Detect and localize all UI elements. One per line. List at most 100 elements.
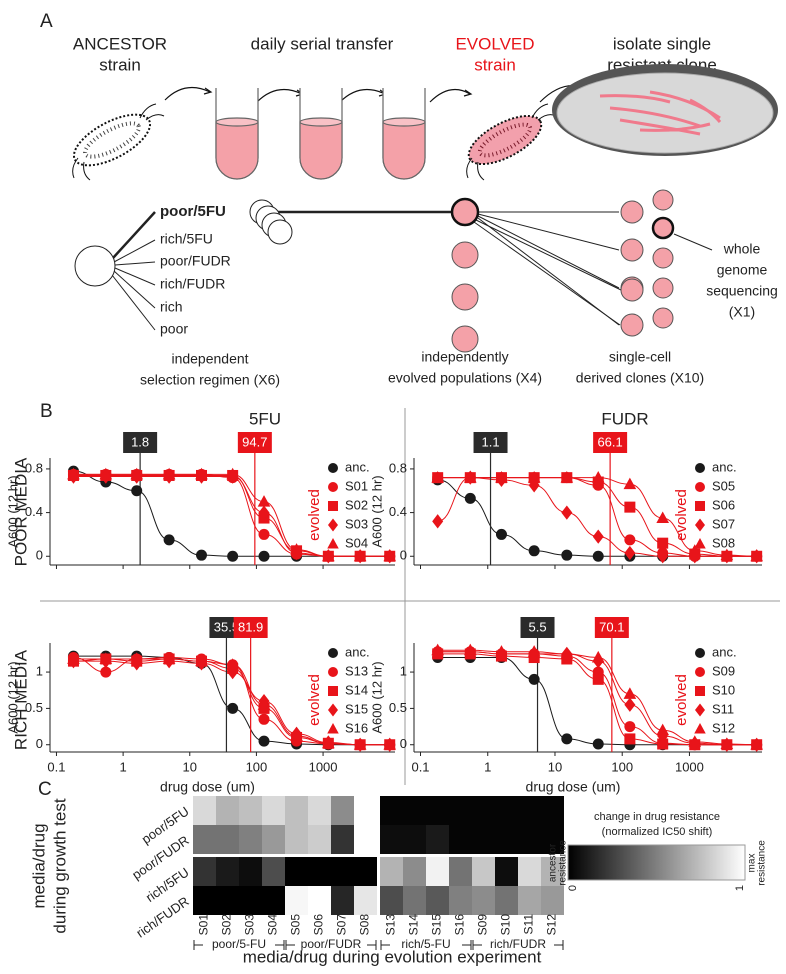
panel-label: A — [40, 11, 53, 32]
caption: derived clones (X10) — [576, 370, 704, 386]
ic50-label: 1.1 — [481, 434, 499, 449]
marker — [560, 647, 574, 659]
ancestor-node — [74, 245, 116, 287]
legend-note: evolved — [673, 674, 690, 726]
curve — [73, 476, 390, 557]
column-label: S12 — [545, 914, 559, 936]
marker — [290, 729, 303, 741]
column-label: S03 — [243, 914, 257, 936]
marker — [592, 529, 604, 544]
ic50-label: 94.7 — [242, 434, 267, 449]
marker — [656, 511, 670, 524]
y-tick-label: 1 — [400, 664, 407, 679]
caption: whole — [723, 241, 761, 257]
marker — [131, 485, 143, 497]
heat-cell — [285, 825, 308, 854]
ic50-box — [237, 432, 272, 453]
heat-cell — [541, 796, 564, 825]
heat-cell — [193, 825, 216, 854]
legend-marker — [328, 501, 338, 511]
marker — [561, 549, 573, 561]
y-axis-label: during growth test — [50, 798, 69, 933]
colorbar-title: (normalized IC50 shift) — [602, 826, 713, 838]
x-tick-label: 1000 — [309, 759, 338, 774]
heat-cell — [216, 886, 239, 915]
transfer-title: daily serial transfer — [251, 34, 394, 53]
legend-marker — [327, 538, 339, 549]
heat-cell — [403, 825, 426, 854]
clone-nodes — [620, 189, 675, 337]
legend-label: anc. — [712, 459, 737, 474]
panel-label: B — [40, 401, 53, 422]
heat-cell — [426, 796, 449, 825]
column-title: 5FU — [249, 409, 281, 428]
heat-cell — [472, 825, 495, 854]
caption: genome — [717, 262, 768, 278]
marker — [528, 673, 540, 685]
heat-cell — [216, 825, 239, 854]
legend-label: S10 — [712, 682, 735, 697]
legend-label: S16 — [345, 720, 368, 735]
marker — [258, 735, 270, 747]
marker — [624, 534, 636, 546]
row-title: RICH MEDIA — [11, 649, 30, 750]
heat-cell — [354, 796, 377, 825]
panel-label: C — [38, 779, 52, 800]
y-tick-label: 0.8 — [25, 460, 43, 475]
colorbar-end: resistance — [558, 840, 569, 886]
marker — [99, 467, 113, 480]
y-axis-label: A600 (12 hr) — [5, 661, 20, 733]
population-nodes — [450, 197, 480, 353]
regimen-label: poor/5FU — [160, 203, 226, 220]
legend-marker — [695, 482, 705, 492]
heat-cell — [449, 825, 472, 854]
heat-cell — [308, 857, 331, 886]
legend-marker — [328, 703, 338, 717]
marker — [592, 673, 604, 685]
marker — [258, 505, 270, 520]
marker — [383, 738, 397, 750]
caption: sequencing — [706, 283, 778, 299]
ic50-label: 66.1 — [597, 434, 622, 449]
marker — [257, 495, 271, 507]
colorbar — [567, 844, 746, 881]
heat-cell — [495, 886, 518, 915]
heat-cell — [426, 857, 449, 886]
marker — [624, 721, 636, 733]
marker — [623, 477, 637, 490]
y-tick-label: 0.4 — [25, 504, 43, 519]
y-tick-label: 0.5 — [389, 700, 407, 715]
column-label: S16 — [453, 914, 467, 936]
legend-label: S02 — [345, 497, 368, 512]
legend-label: S04 — [345, 535, 368, 550]
x-tick-label: 10 — [183, 759, 197, 774]
legend-marker — [328, 686, 338, 696]
heat-cell — [331, 886, 354, 915]
legend-label: S15 — [345, 701, 368, 716]
heat-cell — [495, 857, 518, 886]
y-axis-label: A600 (12 hr) — [5, 475, 20, 547]
marker — [656, 723, 670, 736]
curve — [73, 474, 390, 557]
x-tick-label: 100 — [611, 759, 633, 774]
column-label: S05 — [289, 914, 303, 936]
heat-cell — [403, 886, 426, 915]
caption: single-cell — [609, 349, 671, 365]
heat-cell — [262, 825, 285, 854]
marker — [527, 471, 541, 483]
heat-cell — [380, 857, 403, 886]
group-label: rich/FUDR — [490, 937, 546, 951]
x-tick-label: 1 — [119, 759, 126, 774]
ic50-box — [123, 432, 158, 453]
regimen-label: rich — [160, 299, 183, 315]
heat-cell — [193, 796, 216, 825]
ic50-label: 5.5 — [528, 619, 546, 634]
marker — [383, 549, 397, 562]
heat-cell — [331, 825, 354, 854]
legend-marker — [327, 723, 339, 734]
ancestor-bacterium — [72, 103, 165, 181]
column-label: S08 — [358, 914, 372, 936]
heat-cell — [426, 825, 449, 854]
legend-marker — [695, 501, 705, 511]
column-label: S01 — [197, 914, 211, 936]
